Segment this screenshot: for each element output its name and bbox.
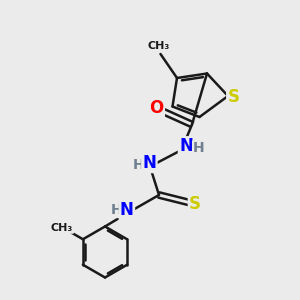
Text: N: N: [179, 137, 193, 155]
Text: N: N: [120, 201, 134, 219]
Text: S: S: [189, 195, 201, 213]
Text: H: H: [193, 142, 205, 155]
Text: H: H: [110, 203, 122, 217]
Text: O: O: [149, 99, 164, 117]
Text: N: N: [142, 154, 156, 172]
Text: CH₃: CH₃: [51, 223, 73, 233]
Text: CH₃: CH₃: [148, 40, 170, 51]
Text: S: S: [227, 88, 239, 106]
Text: H: H: [133, 158, 144, 172]
